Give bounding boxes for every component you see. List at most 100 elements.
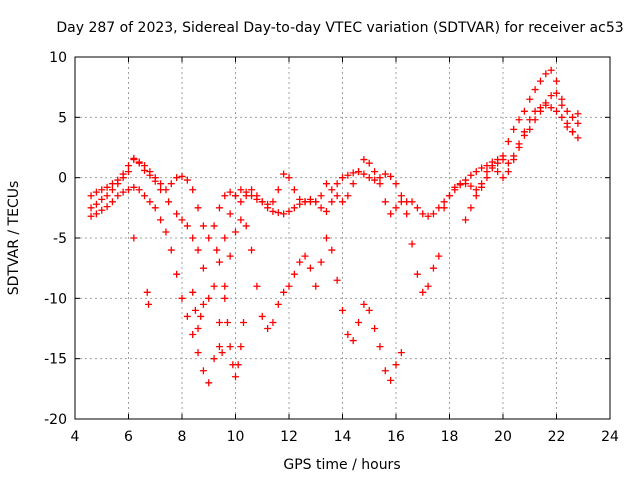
- data-point: [419, 210, 427, 218]
- data-point: [365, 174, 373, 182]
- data-point: [167, 180, 175, 188]
- data-point: [135, 186, 143, 194]
- data-point: [397, 349, 405, 357]
- x-tick-label: 20: [494, 429, 512, 445]
- data-point: [504, 137, 512, 145]
- data-point: [234, 361, 242, 369]
- data-point: [446, 192, 453, 200]
- data-point: [237, 216, 245, 224]
- data-point: [494, 168, 502, 176]
- data-point: [199, 222, 207, 230]
- data-point: [360, 156, 368, 164]
- data-point: [125, 186, 132, 194]
- data-point: [280, 170, 288, 178]
- data-point: [223, 318, 231, 326]
- data-point: [467, 204, 475, 212]
- data-point: [574, 110, 582, 118]
- data-point: [237, 186, 245, 194]
- data-point: [146, 168, 154, 176]
- data-point: [312, 282, 320, 290]
- data-point: [189, 234, 197, 242]
- data-point: [165, 198, 173, 206]
- data-point: [381, 367, 389, 375]
- data-point: [531, 86, 539, 94]
- data-point: [92, 188, 100, 196]
- data-point: [344, 171, 352, 179]
- data-point: [232, 228, 239, 236]
- data-point: [194, 204, 202, 212]
- data-point: [274, 186, 282, 194]
- data-point: [387, 376, 395, 384]
- data-point: [87, 212, 95, 220]
- data-point: [488, 162, 496, 170]
- data-point: [483, 174, 491, 182]
- data-point: [371, 325, 379, 332]
- y-tick-label: 10: [49, 50, 67, 66]
- data-point: [253, 282, 261, 290]
- data-point: [167, 246, 175, 254]
- data-point: [317, 192, 325, 200]
- data-point: [189, 288, 197, 296]
- data-point: [269, 198, 277, 206]
- data-point: [280, 210, 288, 218]
- data-point: [269, 207, 277, 215]
- data-point: [108, 180, 116, 188]
- data-point: [376, 180, 384, 188]
- data-point: [515, 116, 523, 124]
- data-point: [435, 252, 443, 260]
- data-point: [194, 325, 202, 332]
- data-point: [151, 204, 159, 212]
- data-point: [285, 174, 293, 182]
- data-point: [199, 264, 207, 272]
- y-tick-label: -10: [44, 291, 67, 307]
- data-point: [98, 186, 106, 194]
- x-tick-label: 6: [124, 429, 133, 445]
- data-point: [290, 270, 298, 278]
- data-point: [499, 174, 507, 182]
- data-point: [189, 331, 197, 339]
- data-point: [173, 210, 181, 218]
- data-point: [221, 192, 229, 200]
- data-point: [258, 198, 266, 206]
- data-point: [199, 367, 207, 375]
- y-axis-label: SDTVAR / TECUs: [6, 181, 22, 296]
- data-point: [285, 282, 293, 290]
- data-point: [440, 204, 448, 212]
- series-track-5: [462, 101, 582, 224]
- data-point: [526, 116, 534, 124]
- data-point: [344, 192, 352, 200]
- data-point: [141, 162, 149, 170]
- data-point: [419, 288, 427, 296]
- data-point: [574, 134, 582, 142]
- data-point: [290, 204, 298, 212]
- x-tick-label: 4: [71, 429, 80, 445]
- data-point: [515, 140, 523, 148]
- data-point: [218, 349, 226, 357]
- data-point: [563, 107, 571, 115]
- data-point: [413, 204, 421, 212]
- data-point: [232, 192, 239, 200]
- data-point: [194, 349, 202, 357]
- data-point: [248, 246, 256, 254]
- data-point: [376, 174, 384, 182]
- data-point: [344, 331, 352, 339]
- data-point: [328, 246, 336, 254]
- data-point: [242, 222, 250, 230]
- data-point: [381, 198, 389, 206]
- data-point: [371, 176, 379, 184]
- x-tick-label: 14: [334, 429, 352, 445]
- series-track-2: [87, 183, 405, 387]
- data-point: [451, 183, 459, 191]
- data-point: [472, 168, 480, 176]
- data-point: [162, 228, 170, 236]
- data-point: [242, 192, 250, 200]
- data-point: [312, 198, 320, 206]
- data-point: [392, 180, 400, 188]
- data-point: [264, 204, 272, 212]
- data-point: [569, 128, 577, 136]
- data-point: [114, 192, 122, 200]
- data-point: [183, 312, 191, 320]
- data-point: [210, 282, 218, 290]
- x-tick-label: 12: [280, 429, 298, 445]
